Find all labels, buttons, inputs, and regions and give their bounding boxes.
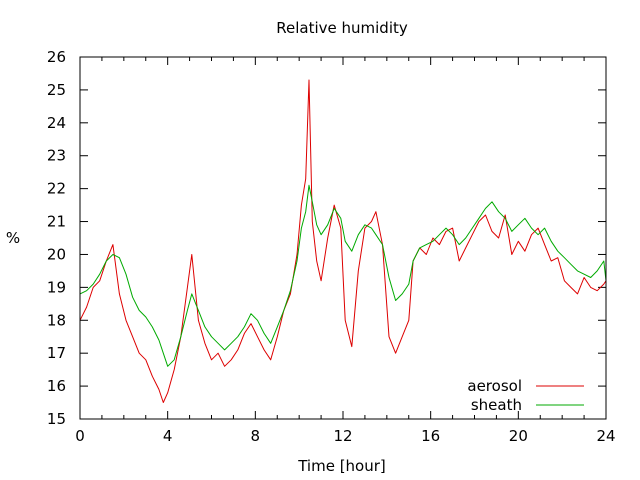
x-tick-label: 8 xyxy=(251,427,261,445)
y-tick-label: 18 xyxy=(47,311,66,329)
x-tick-label: 24 xyxy=(596,427,615,445)
x-tick-label: 0 xyxy=(75,427,85,445)
y-tick-label: 22 xyxy=(47,180,66,198)
x-tick-labels: 0 4 8 12 16 20 24 xyxy=(75,427,615,445)
series-line-aerosol xyxy=(79,79,607,403)
x-tick-label: 16 xyxy=(421,427,440,445)
y-tick-label: 26 xyxy=(47,48,66,66)
y-tick-label: 17 xyxy=(47,344,66,362)
y-tick-label: 16 xyxy=(47,377,66,395)
plot-frame xyxy=(79,56,607,420)
y-tick-label: 23 xyxy=(47,147,66,165)
chart-title: Relative humidity xyxy=(276,19,408,37)
y-tick-label: 24 xyxy=(47,114,66,132)
x-axis-label: Time [hour] xyxy=(297,457,386,475)
legend-label-aerosol: aerosol xyxy=(467,377,522,395)
y-axis-label: % xyxy=(6,229,20,247)
y-tick-label: 25 xyxy=(47,81,66,99)
x-tick-label: 12 xyxy=(333,427,352,445)
x-tick-label: 4 xyxy=(163,427,173,445)
y-tick-label: 21 xyxy=(47,213,66,231)
series-line-sheath xyxy=(79,184,607,367)
y-tick-label: 15 xyxy=(47,410,66,428)
legend-label-sheath: sheath xyxy=(471,396,522,414)
series-layer xyxy=(79,79,607,403)
y-tick-labels: 15 16 17 18 19 20 21 22 23 24 25 26 xyxy=(47,48,66,428)
y-tick-label: 19 xyxy=(47,278,66,296)
axis-ticks xyxy=(79,56,607,420)
y-tick-label: 20 xyxy=(47,245,66,263)
x-tick-label: 20 xyxy=(509,427,528,445)
